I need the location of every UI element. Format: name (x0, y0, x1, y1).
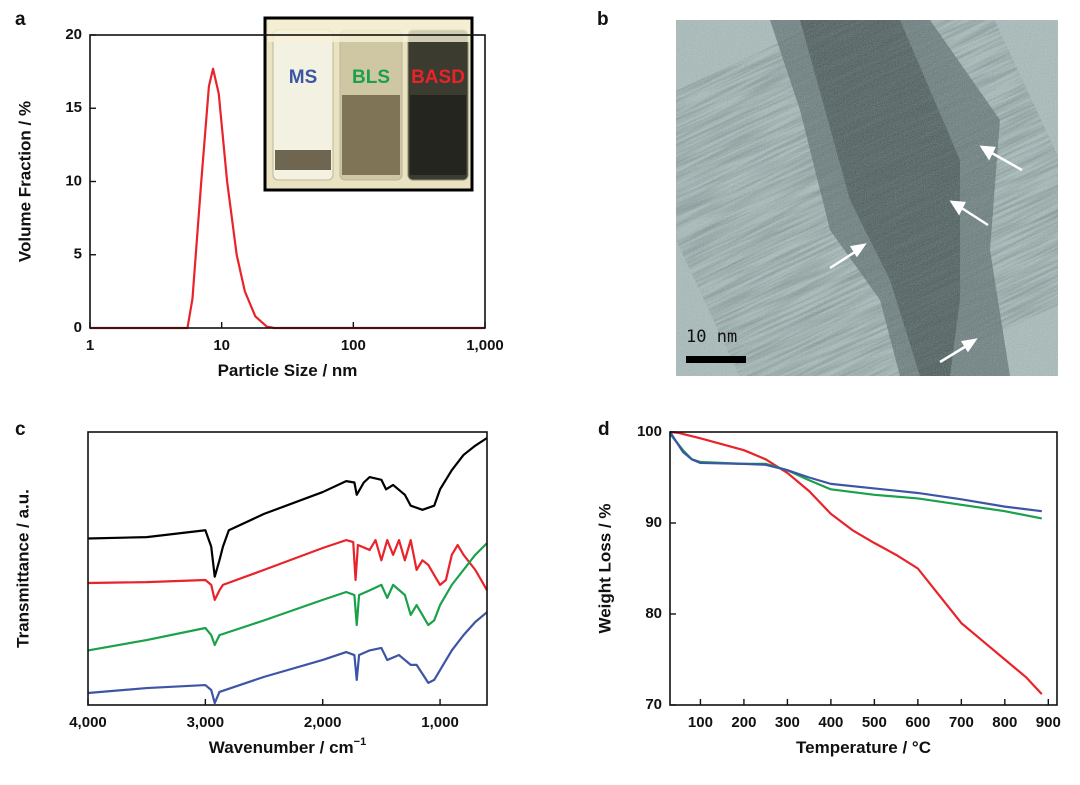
data-line (88, 543, 487, 650)
panel-label: a (15, 9, 26, 30)
inset-label: MS (289, 67, 318, 88)
x-tick-label: 100 (688, 714, 713, 731)
panel-label: d (598, 419, 610, 440)
data-line (670, 432, 1042, 511)
x-tick-label: 1,000 (466, 337, 504, 354)
y-tick-label: 20 (65, 26, 82, 43)
x-tick-label: 400 (818, 714, 843, 731)
y-tick-label: 90 (645, 514, 662, 531)
y-tick-label: 100 (637, 423, 662, 440)
inset-photo: MS BLS BASD (265, 18, 472, 190)
x-tick-label: 1 (86, 337, 94, 354)
data-line (88, 438, 487, 577)
y-axis-label: Transmittance / a.u. (13, 489, 32, 648)
y-tick-label: 5 (74, 246, 82, 263)
x-tick-label: 10 (213, 337, 230, 354)
x-tick-label: 1,000 (421, 714, 459, 731)
tem-image: b 10 nm (597, 0, 1080, 440)
x-tick-label: 2,000 (304, 714, 342, 731)
y-tick-label: 80 (645, 605, 662, 622)
data-line (88, 612, 487, 703)
x-tick-label: 3,000 (187, 714, 225, 731)
data-line (670, 432, 1042, 694)
x-axis-label-superscript: −1 (354, 736, 367, 748)
x-axis-label-text: Wavenumber / cm (209, 738, 354, 757)
x-tick-label: 700 (949, 714, 974, 731)
data-line (88, 540, 487, 600)
inset-label: BLS (352, 67, 390, 88)
scale-bar-label: 10 nm (686, 327, 737, 347)
y-tick-label: 10 (65, 172, 82, 189)
y-axis-label: Weight Loss / % (595, 503, 614, 633)
y-axis-label: Volume Fraction / % (15, 101, 34, 262)
x-tick-label: 4,000 (69, 714, 107, 731)
x-tick-label: 300 (775, 714, 800, 731)
x-axis-label-text: Particle Size / nm (218, 361, 358, 380)
y-tick-label: 15 (65, 99, 82, 116)
x-tick-label: 800 (992, 714, 1017, 731)
y-tick-label: 0 (74, 319, 82, 336)
plot-frame (88, 432, 487, 705)
x-tick-label: 600 (905, 714, 930, 731)
inset-label: BASD (411, 67, 465, 88)
panel-label: b (597, 9, 609, 30)
figure: MS BLS BASD b 10 nm a 1 10 100 1,000 0 5 10 15 20… (0, 0, 1080, 785)
x-axis-label: Particle Size / nm (218, 361, 358, 380)
y-tick-label: 70 (645, 696, 662, 713)
panel-label: c (15, 419, 26, 440)
x-axis-label: Temperature / °C (796, 738, 931, 757)
x-tick-label: 100 (341, 337, 366, 354)
plot-frame (670, 432, 1057, 705)
x-axis-label: Wavenumber / cm−1 (209, 736, 366, 758)
data-line (670, 434, 1042, 519)
x-tick-label: 900 (1036, 714, 1061, 731)
x-tick-label: 200 (731, 714, 756, 731)
x-axis-label-text: Temperature / °C (796, 738, 931, 757)
x-tick-label: 500 (862, 714, 887, 731)
